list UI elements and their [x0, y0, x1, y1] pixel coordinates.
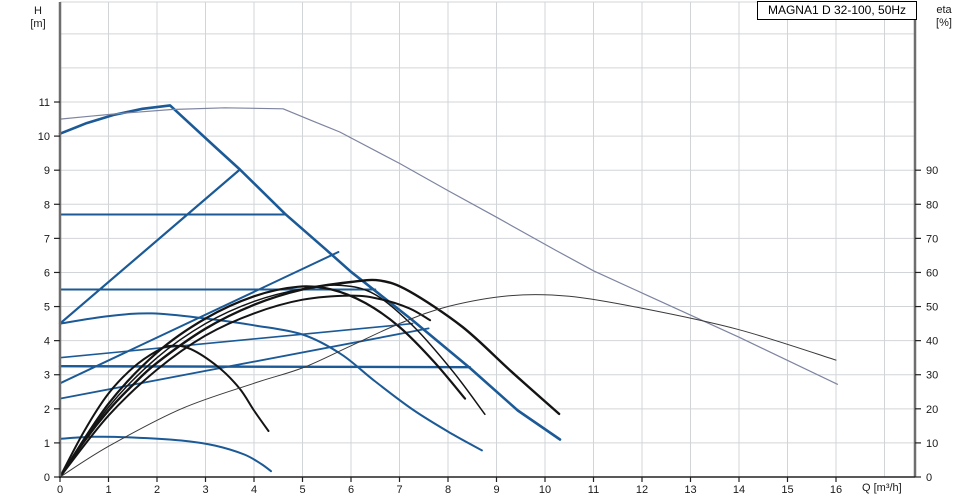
svg-text:6: 6 [348, 484, 354, 496]
svg-text:70: 70 [926, 233, 938, 245]
right-axis-unit: [%] [936, 17, 952, 29]
svg-text:10: 10 [539, 484, 551, 496]
svg-text:10: 10 [38, 131, 50, 143]
series-pp-setting-c [59, 322, 414, 359]
pump-title-box: MAGNA1 D 32-100, 50Hz [757, 1, 917, 20]
right-axis-unit-label: eta [%] [924, 4, 964, 30]
svg-text:90: 90 [926, 165, 938, 177]
left-axis-unit: [m] [30, 18, 46, 30]
series-eta-max [58, 278, 561, 479]
svg-text:1: 1 [105, 484, 111, 496]
series-eta-setting-b [59, 284, 486, 478]
svg-text:16: 16 [830, 484, 842, 496]
svg-text:12: 12 [636, 484, 648, 496]
left-axis-unit-label: H [m] [18, 5, 58, 31]
svg-text:60: 60 [926, 267, 938, 279]
svg-text:2: 2 [44, 404, 50, 416]
series-eta-min [59, 344, 270, 478]
series-eta-parallel [59, 294, 837, 478]
svg-text:1: 1 [44, 438, 50, 450]
series-eta-setting-d [59, 294, 432, 478]
svg-text:7: 7 [396, 484, 402, 496]
svg-text:20: 20 [926, 404, 938, 416]
x-axis-unit-label: Q [m³/h] [862, 482, 902, 494]
svg-text:80: 80 [926, 199, 938, 211]
series-qh-speed-mid [59, 312, 483, 452]
series-cp-setting-low [58, 365, 471, 369]
svg-text:8: 8 [445, 484, 451, 496]
series-pp-setting-d [59, 327, 430, 400]
svg-text:9: 9 [44, 165, 50, 177]
series-pp-setting-a [58, 168, 241, 325]
svg-text:10: 10 [926, 438, 938, 450]
svg-text:8: 8 [44, 199, 50, 211]
svg-text:2: 2 [154, 484, 160, 496]
svg-text:3: 3 [44, 370, 50, 382]
svg-text:6: 6 [44, 267, 50, 279]
svg-text:50: 50 [926, 302, 938, 314]
svg-text:11: 11 [39, 97, 50, 109]
svg-text:14: 14 [733, 484, 745, 496]
svg-text:11: 11 [588, 484, 599, 496]
series-eta-setting-c [58, 285, 467, 479]
left-axis-quantity: H [34, 5, 42, 17]
svg-text:30: 30 [926, 370, 938, 382]
svg-text:9: 9 [493, 484, 499, 496]
svg-text:0: 0 [926, 472, 932, 484]
svg-text:3: 3 [202, 484, 208, 496]
svg-text:4: 4 [251, 484, 257, 496]
svg-text:13: 13 [684, 484, 696, 496]
right-axis-quantity: eta [936, 4, 952, 16]
svg-text:5: 5 [44, 302, 50, 314]
svg-text:40: 40 [926, 336, 938, 348]
svg-text:5: 5 [299, 484, 305, 496]
series-qh-min [59, 435, 272, 473]
svg-text:0: 0 [44, 472, 50, 484]
svg-text:7: 7 [44, 233, 50, 245]
series-qh-max-parallel [59, 107, 839, 385]
svg-text:0: 0 [57, 484, 63, 496]
svg-text:15: 15 [781, 484, 793, 496]
svg-text:4: 4 [44, 336, 50, 348]
